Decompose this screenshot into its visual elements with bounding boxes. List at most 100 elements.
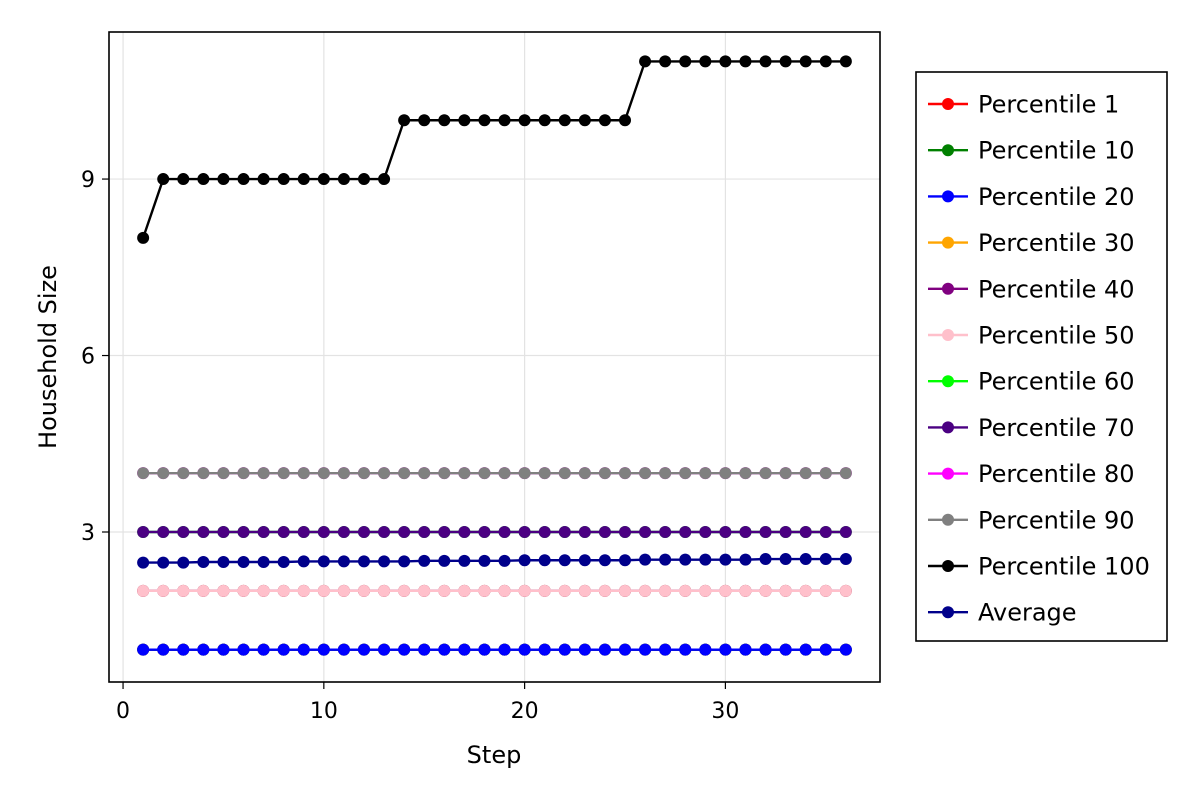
data-point (418, 643, 431, 656)
data-point (739, 553, 752, 566)
data-point (659, 553, 672, 566)
data-point (257, 584, 270, 597)
data-point (217, 584, 230, 597)
data-point (598, 114, 611, 127)
data-point (679, 55, 692, 68)
data-point (438, 114, 451, 127)
data-point (659, 526, 672, 538)
data-point (257, 556, 270, 568)
data-point (498, 554, 511, 567)
data-point (197, 526, 210, 538)
data-point (679, 467, 692, 480)
legend-swatch-marker (942, 421, 954, 434)
data-point (297, 584, 310, 597)
data-point (217, 643, 230, 656)
legend-swatch-marker (942, 190, 954, 203)
data-point (478, 114, 491, 127)
data-point (578, 114, 591, 127)
data-point (679, 584, 692, 597)
data-point (137, 526, 150, 538)
data-point (418, 584, 431, 597)
data-point (759, 584, 772, 597)
legend-item: Percentile 1 (928, 91, 1119, 119)
data-point (297, 467, 310, 480)
grid-lines (109, 32, 880, 682)
data-point (237, 467, 250, 480)
data-point (177, 584, 190, 597)
data-point (418, 114, 431, 127)
data-point (518, 584, 531, 597)
data-point (297, 526, 310, 538)
data-point (257, 526, 270, 538)
data-point (197, 467, 210, 480)
data-point (357, 467, 370, 480)
legend-swatch-marker (942, 375, 954, 388)
data-point (458, 554, 471, 567)
data-point (157, 173, 170, 186)
series-percentile-50 (137, 584, 852, 597)
x-tick-label: 10 (310, 699, 338, 724)
data-point (357, 584, 370, 597)
data-point (679, 553, 692, 566)
legend-item: Percentile 30 (928, 229, 1135, 257)
data-point (357, 555, 370, 568)
data-point (137, 231, 150, 244)
data-point (277, 526, 290, 538)
data-point (378, 555, 391, 568)
legend-swatch-marker (942, 282, 954, 295)
data-point (578, 467, 591, 480)
data-point (398, 555, 411, 568)
data-point (277, 584, 290, 597)
data-point (217, 173, 230, 186)
data-point (779, 553, 792, 566)
data-point (137, 584, 150, 597)
legend-label: Percentile 50 (978, 322, 1135, 350)
data-point (317, 467, 330, 480)
data-point (699, 553, 712, 566)
legend-swatch-marker (942, 236, 954, 249)
series-layer (137, 55, 852, 656)
data-point (739, 55, 752, 68)
data-point (458, 467, 471, 480)
x-tick-label: 30 (711, 699, 739, 724)
data-point (799, 467, 812, 480)
data-point (699, 526, 712, 538)
data-point (277, 556, 290, 568)
data-point (418, 526, 431, 538)
data-point (378, 643, 391, 656)
plot-frame (108, 31, 881, 683)
y-tick-label: 6 (81, 345, 95, 370)
data-point (458, 526, 471, 538)
data-point (558, 643, 571, 656)
data-point (759, 553, 772, 566)
data-point (458, 643, 471, 656)
data-point (357, 173, 370, 186)
data-point (699, 643, 712, 656)
data-point (478, 554, 491, 567)
data-point (257, 643, 270, 656)
data-point (538, 554, 551, 567)
data-point (418, 467, 431, 480)
data-point (819, 584, 832, 597)
series-average (137, 553, 852, 569)
data-point (518, 643, 531, 656)
data-point (679, 643, 692, 656)
x-axis-title: Step (467, 741, 522, 769)
legend-box (915, 71, 1168, 642)
data-point (779, 526, 792, 538)
data-point (538, 467, 551, 480)
data-point (819, 55, 832, 68)
data-point (619, 584, 632, 597)
legend-swatch-marker (942, 467, 954, 480)
data-point (819, 643, 832, 656)
data-point (137, 467, 150, 480)
data-point (759, 467, 772, 480)
data-point (137, 556, 150, 569)
legend-label: Percentile 10 (978, 137, 1135, 165)
legend-item: Percentile 20 (928, 183, 1135, 211)
data-point (237, 556, 250, 568)
data-point (478, 526, 491, 538)
data-point (659, 643, 672, 656)
data-point (378, 173, 391, 186)
